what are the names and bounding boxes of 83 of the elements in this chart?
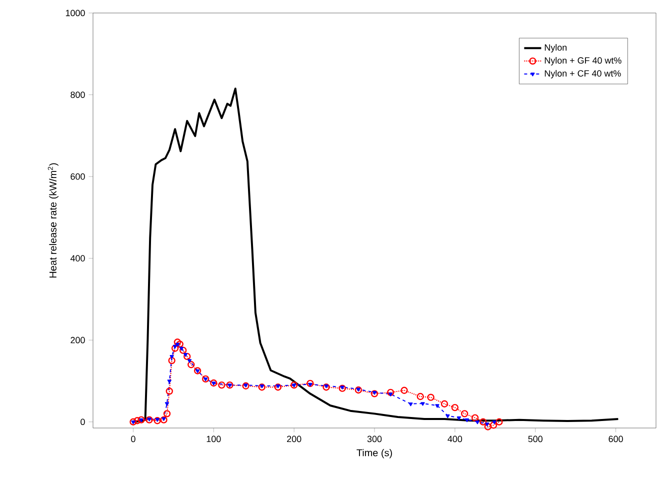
point [171,344,179,352]
point [292,384,296,388]
point [274,384,282,391]
x-tick-label: 300 [367,436,382,442]
point [492,420,496,424]
point [164,402,170,406]
point [464,418,470,422]
x-tick-label: 600 [608,436,623,442]
point [471,414,479,422]
point [372,391,377,395]
point [435,404,440,408]
point [276,384,280,388]
point [167,380,172,384]
x-tick-label: 500 [528,436,542,442]
point [188,361,195,368]
point [484,423,492,430]
point [134,417,141,424]
y-tick-label: 800 [70,92,85,98]
point [202,375,210,383]
legend-label: Nylon [544,44,567,52]
point [387,388,394,396]
point [183,353,188,357]
point [172,344,178,349]
point [168,356,176,364]
legend-label: Nylon + CF 40 wt% [544,70,621,78]
point [427,394,434,401]
point [258,384,266,391]
point [340,386,344,390]
point [408,402,413,406]
point [228,384,232,388]
point [420,402,425,406]
point [176,340,184,348]
point [460,410,468,418]
point [451,404,459,412]
x-axis-title: Time (s) [356,448,392,458]
point [174,338,182,346]
point [479,418,487,426]
point [187,359,192,363]
point [154,417,161,424]
point [204,378,208,382]
x-tick-label: 200 [287,436,302,442]
x-tick-label: 100 [206,436,221,442]
point [370,390,378,398]
y-tick-label: 1000 [66,10,85,16]
point [306,380,314,388]
point [354,386,362,394]
point [179,346,187,354]
point [308,382,312,387]
point [170,355,174,359]
point [210,379,218,387]
point [490,422,498,429]
point [166,388,173,395]
point [260,384,264,388]
point [496,418,503,426]
y-axis-title: Heat release rate (kW/m$^{2}$) [48,163,58,278]
point [226,381,234,389]
point [163,410,171,418]
point [218,381,226,389]
point [324,384,328,388]
point [184,352,191,360]
point [162,417,166,421]
y-tick-label: 200 [70,336,85,344]
point [416,392,424,400]
x-tick-label: 0 [131,436,136,442]
point [400,386,408,394]
point [160,416,168,424]
point [440,400,448,408]
legend-label: Nylon + GF 40 wt% [544,57,622,66]
point [322,384,330,391]
point [485,422,490,426]
y-tick-label: 0 [80,418,85,426]
point [290,381,298,389]
point [338,384,346,392]
point [456,416,462,420]
point [475,420,480,424]
point [446,414,450,418]
point [155,418,160,422]
y-tick-label: 400 [70,255,85,262]
point [175,342,180,346]
point [179,346,184,351]
y-tick-label: 600 [70,173,85,180]
point [388,392,393,396]
x-tick-label: 400 [448,436,462,442]
